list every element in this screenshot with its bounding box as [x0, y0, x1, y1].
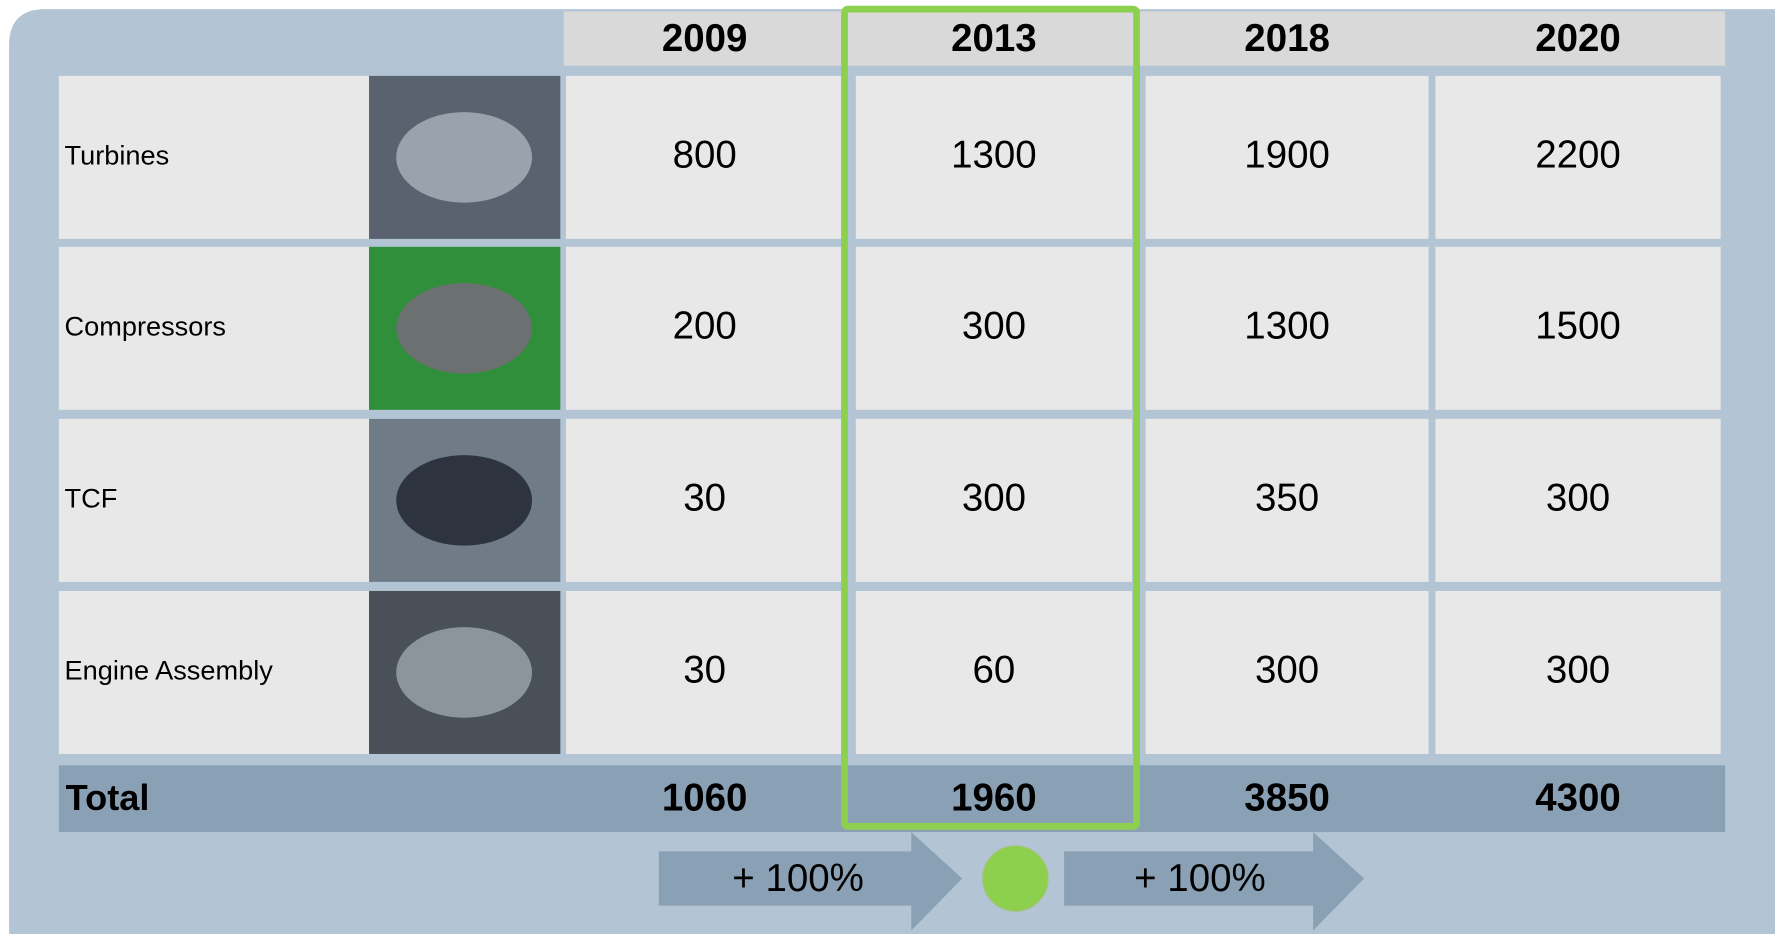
cell — [1435, 75, 1721, 239]
cell — [566, 590, 844, 754]
highlight-frame — [841, 5, 1140, 830]
cell — [855, 75, 1133, 239]
cell — [566, 418, 844, 582]
cell-value: 200 — [673, 305, 737, 348]
cell-value: 1300 — [1244, 305, 1330, 348]
cell — [855, 418, 1133, 582]
cell — [1435, 418, 1721, 582]
cell — [1145, 590, 1429, 754]
row-label: Engine Assembly — [65, 655, 274, 686]
label-cell — [58, 590, 370, 754]
cell-value: 2200 — [1535, 134, 1621, 177]
cell — [1145, 246, 1429, 410]
cell — [855, 590, 1133, 754]
arrow — [658, 832, 963, 931]
total-value: 4300 — [1535, 777, 1621, 820]
cell-value: 300 — [1255, 649, 1319, 692]
cell-value: 1900 — [1244, 134, 1330, 177]
header-row — [563, 11, 1726, 66]
cell-value: 1500 — [1535, 305, 1621, 348]
cell — [855, 246, 1133, 410]
label-cell — [58, 418, 370, 582]
column-header: 2018 — [1244, 17, 1330, 60]
cell — [1145, 418, 1429, 582]
arrow — [1064, 832, 1365, 931]
cell — [1435, 590, 1721, 754]
column-header: 2020 — [1535, 17, 1621, 60]
cell-value: 60 — [973, 649, 1016, 692]
cell — [1435, 246, 1721, 410]
cell-value: 300 — [962, 305, 1026, 348]
cell — [1145, 75, 1429, 239]
growth-label: + 100% — [732, 857, 864, 900]
cell-value: 1300 — [951, 134, 1037, 177]
cell — [566, 75, 844, 239]
photo-detail — [396, 627, 533, 718]
cell-value: 30 — [683, 477, 726, 520]
row-label: Compressors — [65, 311, 226, 342]
total-row — [58, 765, 1726, 833]
column-header: 2009 — [662, 17, 748, 60]
cell-value: 350 — [1255, 477, 1319, 520]
cell-value: 300 — [962, 477, 1026, 520]
growth-label: + 100% — [1134, 857, 1266, 900]
photo-detail — [396, 283, 533, 374]
photo-detail — [396, 112, 533, 203]
cell-value: 300 — [1546, 477, 1610, 520]
cell-value: 300 — [1546, 649, 1610, 692]
total-label: Total — [66, 777, 150, 818]
total-value: 3850 — [1244, 777, 1330, 820]
milestone-dot — [982, 845, 1049, 912]
label-cell — [58, 246, 370, 410]
column-header: 2013 — [951, 17, 1037, 60]
cell-value: 30 — [683, 649, 726, 692]
row-label: TCF — [65, 483, 118, 514]
label-cell — [58, 75, 370, 239]
cell — [566, 246, 844, 410]
row-label: Turbines — [65, 140, 170, 171]
photo-detail — [396, 455, 533, 546]
total-value: 1960 — [951, 777, 1037, 820]
cell-value: 800 — [673, 134, 737, 177]
total-value: 1060 — [662, 777, 748, 820]
